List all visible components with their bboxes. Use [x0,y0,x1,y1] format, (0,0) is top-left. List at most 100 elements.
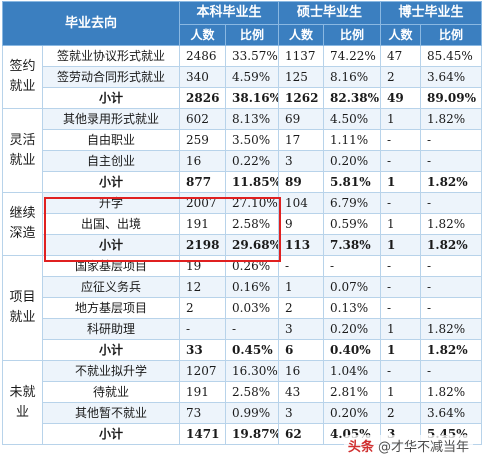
table-row: 签劳动合同形式就业 340 4.59% 125 8.16% 2 3.64% [3,66,483,88]
count-cell: - [380,150,422,172]
ratio-cell: - [420,192,483,214]
table-row: 自由职业 259 3.50% 17 1.11% - - [3,129,483,151]
ratio-cell: 0.13% [323,297,382,319]
header-destination: 毕业去向 [1,1,181,46]
ratio-cell: 19.87% [225,423,280,445]
subtotal-label: 小计 [41,87,181,109]
subtotal-row: 小计 1471 19.87% 62 4.05% 3 5.45% [3,423,483,445]
header-ratio: 比例 [225,24,280,46]
ratio-cell: 1.82% [420,318,483,340]
count-cell: 1 [278,276,325,298]
item-label: 科研助理 [41,318,181,340]
item-label: 签劳动合同形式就业 [41,66,181,88]
count-cell: 17 [278,129,325,151]
count-cell: 12 [179,276,227,298]
subtotal-label: 小计 [41,423,181,445]
subtotal-label: 小计 [41,339,181,361]
count-cell: 1 [380,318,422,340]
count-cell: 2 [179,297,227,319]
category-label: 签约就业 [2,45,43,109]
count-cell: 877 [179,171,227,193]
ratio-cell: 0.07% [323,276,382,298]
ratio-cell: 27.10% [225,192,280,214]
header-group-doctor: 博士毕业生 [380,1,483,25]
table-row: 出国、出境 191 2.58% 9 0.59% 1 1.82% [3,213,483,235]
ratio-cell: 0.16% [225,276,280,298]
ratio-cell: 1.04% [323,360,382,382]
category-label: 项目就业 [2,255,43,361]
count-cell: 3 [278,150,325,172]
ratio-cell: 82.38% [323,87,382,109]
header-row-subcolumns: 人数 比例 人数 比例 人数 比例 [3,24,483,46]
ratio-cell: 0.22% [225,150,280,172]
count-cell: 259 [179,129,227,151]
count-cell: 2 [278,297,325,319]
count-cell: 43 [278,381,325,403]
header-count: 人数 [278,24,325,46]
count-cell: 47 [380,45,422,67]
ratio-cell: - [420,255,483,277]
item-label: 自由职业 [41,129,181,151]
header-group-bachelor: 本科毕业生 [179,1,280,25]
ratio-cell: 1.82% [420,381,483,403]
table-row: 科研助理 - -3 0.20% 1 1.82% [3,318,483,340]
ratio-cell: - [420,297,483,319]
header-ratio: 比例 [420,24,483,46]
count-cell: - [380,297,422,319]
count-cell: - [278,255,325,277]
count-cell: 2198 [179,234,227,256]
table-row: 未就业 不就业拟升学 1207 16.30% 16 1.04% - - [2,360,483,445]
ratio-cell: - [420,276,483,298]
count-cell: 1 [380,234,422,256]
ratio-cell: 3.64% [420,402,483,424]
table-row: 地方基层项目 2 0.03% 2 0.13% - - [3,297,483,319]
count-cell: 2486 [179,45,227,67]
ratio-cell: 8.13% [225,108,280,130]
ratio-cell: 8.16% [323,66,382,88]
ratio-cell: 38.16% [225,87,280,109]
count-cell: 6 [278,339,325,361]
subtotal-row: 小计 877 11.85% 89 5.81% 1 1.82% [3,171,483,193]
item-label: 其他暂不就业 [41,402,181,424]
ratio-cell: - [225,318,280,340]
ratio-cell: 0.45% [225,339,280,361]
ratio-cell: 0.20% [323,150,382,172]
ratio-cell: 74.22% [323,45,382,67]
count-cell: 69 [278,108,325,130]
ratio-cell: 2.81% [323,381,382,403]
table-body: 毕业去向 本科毕业生 硕士毕业生 博士毕业生 人数 比例 人数 比例 人数 比例… [1,1,483,445]
ratio-cell: 11.85% [225,171,280,193]
count-cell: 191 [179,381,227,403]
ratio-cell: 33.57% [225,45,280,67]
count-cell: 1 [380,108,422,130]
ratio-cell: 1.82% [420,108,483,130]
ratio-cell: 5.81% [323,171,382,193]
count-cell: 340 [179,66,227,88]
count-cell: 1 [380,213,422,235]
ratio-cell: - [420,150,483,172]
count-cell: 19 [179,255,227,277]
table-row: 签约就业 签就业协议形式就业 2486 33.57% 1137 74.22% 47 85.45… [2,45,483,109]
count-cell: 1 [380,339,422,361]
count-cell: 113 [278,234,325,256]
header-group-master: 硕士毕业生 [278,1,382,25]
count-cell: 9 [278,213,325,235]
item-label: 应征义务兵 [41,276,181,298]
ratio-cell: 0.20% [323,318,382,340]
ratio-cell: 89.09% [420,87,483,109]
item-label: 不就业拟升学 [41,360,181,382]
watermark: 头条 @才华不减当年 [343,435,473,456]
ratio-cell: 3.50% [225,129,280,151]
count-cell: - [380,255,422,277]
item-label: 自主创业 [41,150,181,172]
header-count: 人数 [380,24,422,46]
count-cell: 1 [380,381,422,403]
ratio-cell: 1.82% [420,234,483,256]
item-label: 其他录用形式就业 [41,108,181,130]
table-row: 继续深造 升学 2007 27.10% 104 6.79% - - [2,192,483,256]
ratio-cell: 0.26% [225,255,280,277]
count-cell: 191 [179,213,227,235]
count-cell: 125 [278,66,325,88]
item-label: 待就业 [41,381,181,403]
category-label: 继续深造 [2,192,43,256]
